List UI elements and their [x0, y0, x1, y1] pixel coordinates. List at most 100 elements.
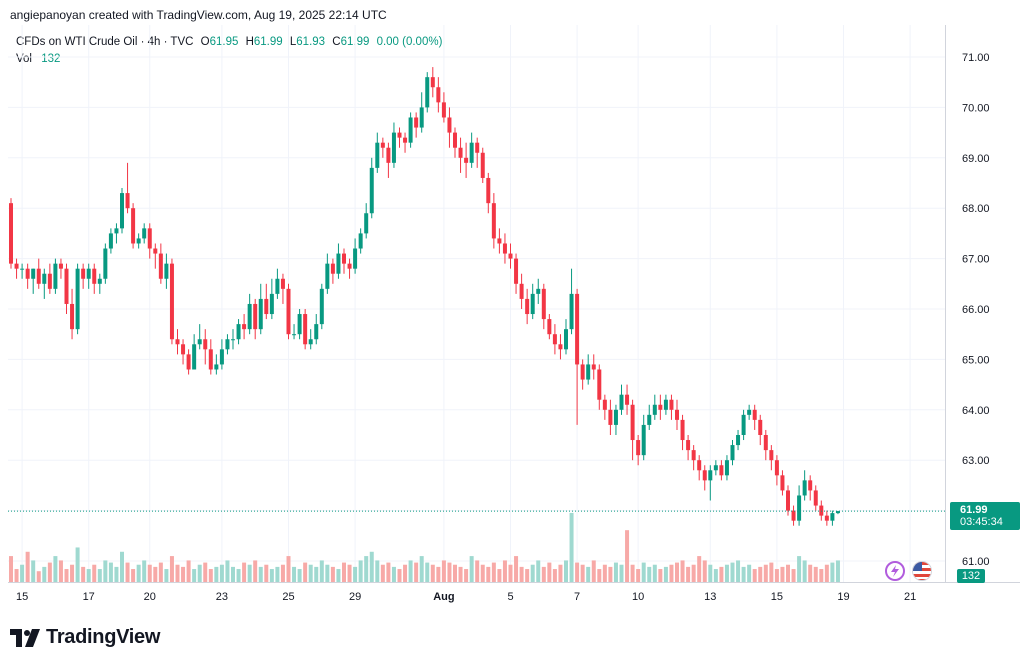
volume-bar — [702, 560, 707, 582]
candle-body — [647, 414, 652, 425]
volume-bar — [280, 564, 285, 582]
y-tick-label: 69.00 — [962, 153, 990, 165]
volume-bar — [236, 569, 241, 582]
volume-bar — [369, 551, 374, 582]
y-tick-label: 63.00 — [962, 455, 990, 467]
volume-bar — [686, 566, 691, 582]
candle-body — [286, 288, 291, 335]
volume-bar — [242, 562, 247, 582]
volume-bar — [813, 566, 818, 582]
volume-bar — [824, 564, 829, 582]
candle-body — [680, 419, 685, 441]
volume-bar — [142, 560, 147, 582]
axes: 61.0062.0063.0064.0065.0066.0067.0068.00… — [8, 25, 1020, 603]
volume-bar — [569, 512, 574, 582]
volume-bar — [108, 562, 113, 582]
candle-body — [697, 460, 702, 471]
volume-bar — [658, 569, 663, 582]
volume-bar — [86, 569, 91, 582]
volume-bar — [380, 564, 385, 582]
volume-bar — [575, 562, 580, 582]
x-tick-label: 21 — [904, 591, 916, 603]
volume-bar — [253, 560, 258, 582]
symbol-title[interactable]: CFDs on WTI Crude Oil · 4h · TVC — [16, 36, 194, 48]
volume-bar — [597, 569, 602, 582]
volume-bar — [525, 569, 530, 582]
volume-bar — [780, 566, 785, 582]
volume-bar — [541, 566, 546, 582]
volume-bar — [325, 564, 330, 582]
candle-body — [97, 278, 102, 284]
candle-body — [408, 117, 413, 143]
candle-body — [802, 480, 807, 496]
x-tick-label: 10 — [632, 591, 644, 603]
candle-body — [219, 349, 224, 365]
candle-body — [25, 268, 30, 279]
volume-bar — [20, 564, 25, 582]
candle-body — [497, 238, 502, 244]
volume-bar — [763, 564, 768, 582]
volume-bar — [819, 569, 824, 582]
volume-bar — [164, 569, 169, 582]
candle-body — [830, 513, 835, 521]
candle-body — [702, 470, 707, 481]
candle-body — [663, 399, 668, 410]
candle-body — [797, 495, 802, 521]
candle-body — [630, 404, 635, 441]
candle-body — [147, 228, 152, 249]
candle-body — [835, 511, 840, 514]
price-chart[interactable]: 61.0062.0063.0064.0065.0066.0067.0068.00… — [0, 0, 1024, 610]
candle-body — [192, 344, 197, 370]
candle-body — [641, 424, 646, 456]
volume-bar — [408, 560, 413, 582]
volume-bar — [830, 562, 835, 582]
volume-bar — [114, 566, 119, 582]
volume-bar — [31, 560, 36, 582]
us-flag-event-icon[interactable] — [912, 561, 932, 581]
candle-body — [342, 253, 346, 264]
candle-body — [464, 157, 469, 163]
candle-body — [20, 268, 25, 270]
volume-bar — [297, 569, 302, 582]
candle-body — [58, 263, 63, 269]
candle-body — [347, 263, 352, 269]
candle-body — [308, 339, 313, 345]
x-tick-label: 7 — [574, 591, 580, 603]
candle-body — [419, 107, 424, 128]
candle-body — [386, 147, 391, 163]
candle-body — [502, 243, 507, 254]
volume-bar — [386, 562, 391, 582]
volume-bar — [391, 566, 396, 582]
x-tick-label: 13 — [704, 591, 716, 603]
volume-bars — [9, 512, 840, 582]
candle-body — [652, 404, 657, 415]
volume-bar — [9, 556, 13, 582]
candle-body — [75, 268, 80, 330]
volume-bar — [708, 564, 713, 582]
volume-bar — [697, 556, 702, 582]
volume-bar — [375, 560, 380, 582]
candle-body — [108, 233, 113, 249]
candle-body — [763, 435, 768, 451]
volume-bar — [286, 556, 291, 582]
candle-body — [403, 137, 408, 143]
candle-body — [297, 314, 302, 335]
tradingview-logo[interactable]: TradingView — [10, 626, 160, 649]
volume-bar — [797, 556, 802, 582]
candle-body — [314, 324, 319, 340]
volume-bar — [747, 564, 752, 582]
volume-bar — [70, 564, 75, 582]
y-tick-label: 66.00 — [962, 304, 990, 316]
candle-body — [292, 334, 297, 336]
candle-body — [364, 213, 369, 234]
candle-body — [675, 409, 679, 420]
candle-body — [597, 369, 602, 400]
candle-body — [469, 142, 474, 163]
x-tick-label: 25 — [282, 591, 294, 603]
y-tick-label: 64.00 — [962, 405, 990, 417]
lightning-event-icon[interactable] — [885, 561, 905, 581]
candle-body — [136, 238, 141, 244]
y-tick-label: 61.00 — [962, 556, 990, 568]
candle-body — [47, 273, 52, 289]
volume-value: 132 — [41, 53, 61, 65]
